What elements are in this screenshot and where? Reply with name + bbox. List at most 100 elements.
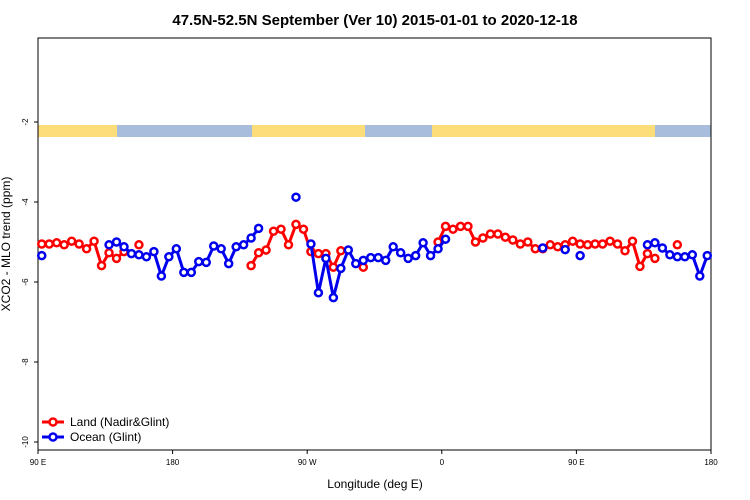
data-point bbox=[164, 252, 174, 262]
legend-marker bbox=[48, 417, 58, 427]
data-point bbox=[238, 240, 249, 250]
data-point bbox=[44, 239, 54, 249]
data-point bbox=[597, 239, 608, 249]
data-point bbox=[231, 242, 241, 252]
data-point bbox=[403, 253, 413, 264]
data-point bbox=[366, 252, 376, 263]
data-point bbox=[336, 263, 346, 274]
data-point bbox=[104, 240, 114, 250]
data-point bbox=[440, 234, 451, 244]
data-point bbox=[298, 224, 309, 234]
legend-label: Land (Nadir&Glint) bbox=[70, 415, 169, 429]
data-point bbox=[36, 250, 47, 261]
data-point bbox=[104, 248, 114, 258]
data-point bbox=[276, 224, 286, 234]
data-point bbox=[702, 250, 713, 261]
data-point bbox=[680, 252, 690, 262]
data-point bbox=[485, 229, 496, 239]
data-point bbox=[627, 236, 638, 246]
data-point bbox=[463, 221, 473, 232]
x-tick-label: 180 bbox=[166, 458, 180, 467]
data-point bbox=[194, 256, 204, 267]
data-point bbox=[590, 239, 600, 249]
data-point bbox=[582, 240, 593, 250]
y-tick-label: -6 bbox=[21, 278, 30, 286]
data-point bbox=[111, 237, 122, 247]
data-point bbox=[313, 248, 324, 259]
data-point bbox=[246, 233, 256, 243]
data-point bbox=[418, 238, 428, 248]
data-point bbox=[508, 235, 518, 245]
data-point bbox=[89, 236, 99, 246]
x-tick-label: 180 bbox=[704, 458, 718, 467]
data-point bbox=[156, 271, 167, 281]
chart-title: 47.5N-52.5N September (Ver 10) 2015-01-0… bbox=[172, 12, 577, 29]
data-point bbox=[253, 248, 264, 258]
x-tick-label: 90 E bbox=[568, 458, 584, 467]
data-point bbox=[493, 229, 503, 239]
y-tick-label: -8 bbox=[21, 358, 30, 366]
data-point bbox=[126, 248, 137, 259]
data-point bbox=[433, 244, 443, 254]
data-point bbox=[687, 250, 698, 260]
data-point bbox=[552, 242, 563, 252]
data-point bbox=[119, 242, 129, 252]
data-point bbox=[328, 292, 339, 303]
data-point bbox=[208, 241, 219, 251]
data-point bbox=[500, 232, 511, 242]
data-point bbox=[672, 252, 683, 262]
data-point bbox=[567, 236, 578, 246]
data-point bbox=[283, 240, 294, 250]
data-point bbox=[313, 288, 324, 298]
y-tick-label: -10 bbox=[21, 436, 30, 448]
data-point bbox=[343, 245, 354, 255]
data-point bbox=[149, 246, 159, 257]
data-point bbox=[186, 267, 197, 278]
data-point bbox=[538, 243, 548, 253]
data-point bbox=[328, 262, 339, 272]
data-point bbox=[291, 192, 301, 202]
data-point bbox=[560, 244, 570, 255]
legend-label: Ocean (Glint) bbox=[70, 430, 141, 444]
data-point bbox=[268, 226, 279, 236]
data-point bbox=[261, 245, 271, 255]
data-point bbox=[470, 237, 481, 247]
data-point bbox=[448, 224, 458, 234]
land-ocean-strip bbox=[38, 125, 711, 137]
data-point bbox=[388, 242, 398, 252]
data-point bbox=[530, 244, 541, 254]
data-point bbox=[141, 252, 152, 262]
data-point bbox=[223, 258, 234, 269]
data-point bbox=[306, 239, 316, 249]
data-point bbox=[111, 253, 122, 264]
data-point bbox=[515, 239, 526, 249]
legend-marker bbox=[48, 432, 58, 442]
data-point bbox=[605, 236, 615, 246]
data-point bbox=[36, 239, 47, 249]
y-axis-label: XCO2 - MLO trend (ppm) bbox=[0, 177, 13, 312]
data-point bbox=[51, 238, 62, 248]
data-point bbox=[440, 221, 451, 232]
data-point bbox=[642, 240, 653, 250]
data-point bbox=[134, 240, 144, 250]
data-point bbox=[523, 237, 533, 247]
data-point bbox=[425, 250, 436, 261]
data-point bbox=[351, 258, 361, 269]
x-axis-label: Longitude (deg E) bbox=[327, 477, 422, 491]
data-point bbox=[96, 260, 107, 271]
data-point bbox=[635, 261, 645, 272]
data-point bbox=[642, 248, 653, 259]
data-point bbox=[650, 253, 660, 264]
y-tick-label: -2 bbox=[21, 118, 30, 126]
data-point bbox=[478, 233, 488, 243]
data-point bbox=[81, 244, 92, 254]
x-tick-label: 90 E bbox=[30, 458, 46, 467]
data-point bbox=[455, 221, 466, 232]
data-point bbox=[253, 223, 264, 234]
data-point bbox=[380, 255, 391, 266]
data-point bbox=[620, 246, 630, 256]
y-tick-label: -4 bbox=[21, 198, 30, 206]
data-point bbox=[134, 250, 144, 260]
data-point bbox=[216, 244, 226, 254]
data-point bbox=[695, 271, 705, 281]
